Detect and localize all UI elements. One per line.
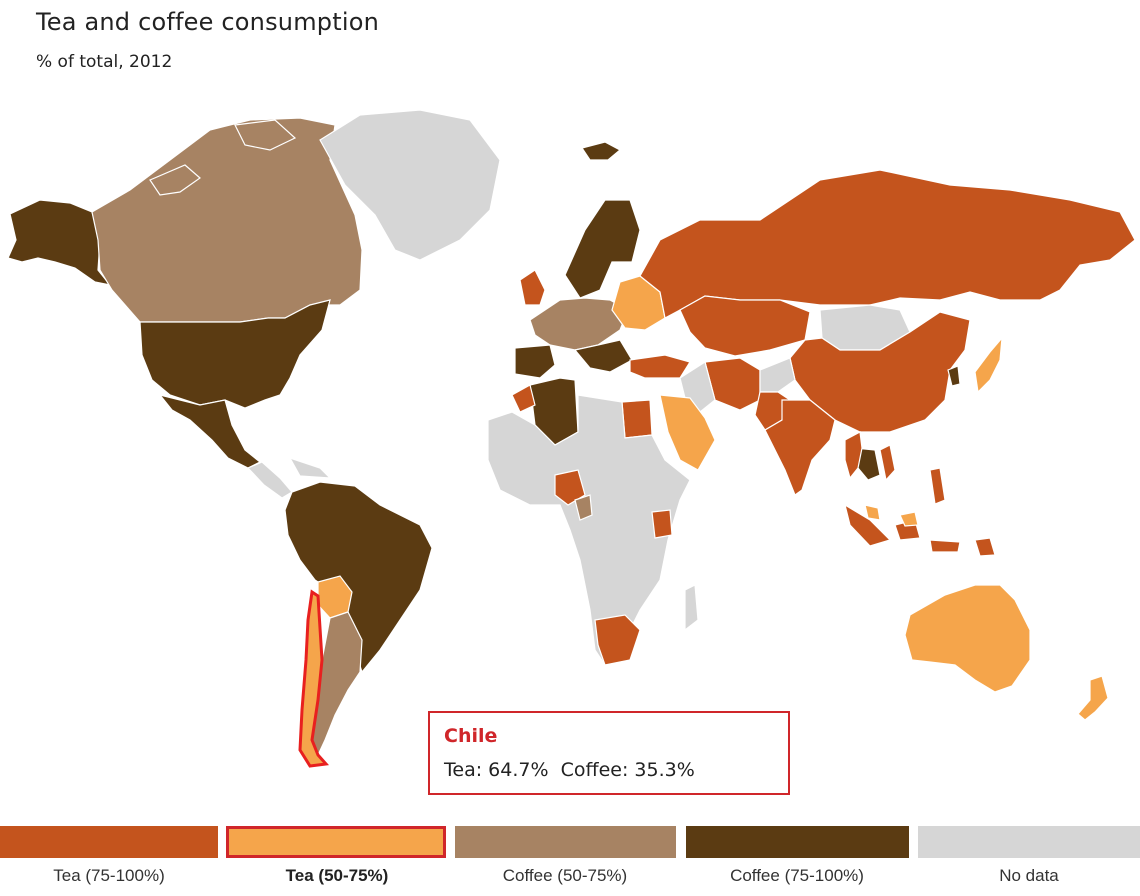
region-south-africa[interactable] bbox=[594, 614, 641, 666]
region-png[interactable] bbox=[974, 537, 996, 557]
region-scandinavia[interactable] bbox=[564, 199, 641, 299]
legend-swatch-tea-75-100[interactable] bbox=[0, 826, 218, 858]
region-se-asia-2[interactable] bbox=[844, 431, 896, 482]
region-china[interactable] bbox=[789, 311, 971, 433]
region-kenya[interactable] bbox=[651, 509, 673, 539]
legend-swatch-coffee-75-100[interactable] bbox=[686, 826, 909, 858]
region-europe-west[interactable] bbox=[529, 297, 629, 351]
region-greenland[interactable] bbox=[319, 109, 501, 261]
world-map bbox=[7, 109, 1136, 768]
legend-swatch-coffee-50-75[interactable] bbox=[455, 826, 676, 858]
tooltip-values: Tea: 64.7% Coffee: 35.3% bbox=[444, 759, 695, 781]
region-usa[interactable] bbox=[139, 299, 331, 409]
legend-label-tea-50-75: Tea (50-75%) bbox=[285, 866, 389, 885]
region-iberia[interactable] bbox=[514, 344, 556, 379]
chart-title: Tea and coffee consumption bbox=[36, 8, 379, 36]
region-uk[interactable] bbox=[519, 269, 546, 306]
region-india[interactable] bbox=[764, 399, 836, 496]
region-new-zealand[interactable] bbox=[1077, 675, 1109, 721]
region-canada-islands[interactable] bbox=[149, 119, 297, 196]
region-cameroon[interactable] bbox=[574, 494, 593, 521]
legend-label-tea-75-100: Tea (75-100%) bbox=[53, 866, 165, 885]
region-philippines[interactable] bbox=[929, 467, 946, 505]
region-alaska[interactable] bbox=[7, 199, 112, 286]
region-korea[interactable] bbox=[947, 365, 961, 387]
tooltip-country-name: Chile bbox=[444, 725, 498, 747]
region-chile[interactable] bbox=[298, 589, 330, 768]
region-central-asia[interactable] bbox=[679, 295, 811, 357]
region-iran[interactable] bbox=[704, 357, 761, 411]
region-afghanistan[interactable] bbox=[759, 357, 796, 393]
region-japan[interactable] bbox=[974, 336, 1003, 394]
region-russia[interactable] bbox=[639, 169, 1136, 319]
legend: Tea (75-100%) Tea (50-75%) Coffee (50-75… bbox=[0, 826, 1140, 896]
legend-label-coffee-50-75: Coffee (50-75%) bbox=[502, 866, 628, 885]
chart-subtitle: % of total, 2012 bbox=[36, 52, 173, 72]
region-egypt[interactable] bbox=[621, 399, 653, 439]
region-iceland[interactable] bbox=[581, 141, 622, 161]
region-south-america-north[interactable] bbox=[284, 481, 433, 674]
country-tooltip: Chile Tea: 64.7% Coffee: 35.3% bbox=[428, 711, 790, 795]
region-indonesia[interactable] bbox=[844, 503, 961, 553]
legend-swatch-no-data[interactable] bbox=[918, 826, 1140, 858]
region-australia[interactable] bbox=[904, 584, 1031, 693]
legend-label-no-data: No data bbox=[999, 866, 1059, 885]
region-madagascar[interactable] bbox=[684, 584, 699, 632]
region-saudi[interactable] bbox=[659, 394, 716, 471]
region-turkey[interactable] bbox=[629, 354, 691, 379]
region-africa[interactable] bbox=[487, 394, 691, 667]
legend-swatch-tea-50-75[interactable] bbox=[226, 826, 446, 858]
region-malaysia[interactable] bbox=[864, 504, 919, 527]
region-morocco[interactable] bbox=[511, 384, 536, 413]
legend-label-coffee-75-100: Coffee (75-100%) bbox=[730, 866, 864, 885]
region-canada[interactable] bbox=[91, 117, 363, 323]
